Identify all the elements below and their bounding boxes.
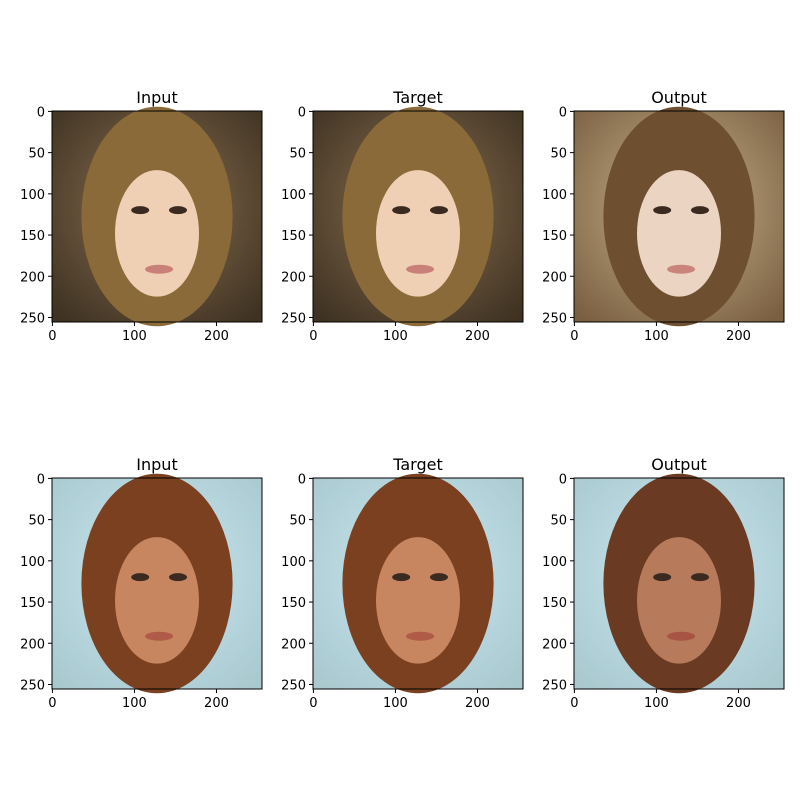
- x-tick-label: 200: [204, 696, 229, 711]
- x-tick-label: 100: [122, 696, 147, 711]
- image: [52, 106, 262, 327]
- axes-frame: [312, 477, 524, 690]
- image-lips: [145, 631, 174, 641]
- y-tick-label: 250: [281, 311, 306, 326]
- image-eye: [131, 206, 150, 215]
- image-lips: [406, 264, 435, 274]
- image-lips: [667, 631, 696, 641]
- x-tick-label: 0: [48, 329, 56, 344]
- axes-frame: [51, 477, 263, 690]
- axes-title: Target: [392, 88, 443, 107]
- x-tick-label: 200: [204, 329, 229, 344]
- y-tick-label: 50: [550, 514, 567, 529]
- image-eye: [691, 573, 709, 582]
- image-eye: [653, 206, 672, 215]
- x-tick-label: 0: [570, 329, 578, 344]
- image: [574, 106, 784, 327]
- y-tick-label: 150: [542, 596, 567, 611]
- y-tick-label: 50: [289, 514, 306, 529]
- y-tick-label: 200: [20, 637, 45, 652]
- axes-frame: [312, 110, 524, 323]
- y-tick-label: 0: [298, 472, 306, 487]
- image: [313, 473, 523, 694]
- image-lips: [667, 264, 696, 274]
- y-tick-label: 0: [298, 105, 306, 120]
- y-tick-label: 100: [542, 188, 567, 203]
- axes-title: Input: [136, 88, 177, 107]
- x-tick-label: 100: [383, 696, 408, 711]
- y-tick-label: 150: [281, 229, 306, 244]
- x-tick-label: 100: [122, 329, 147, 344]
- y-tick-label: 250: [20, 678, 45, 693]
- image-eye: [392, 573, 411, 582]
- y-tick-label: 200: [281, 270, 306, 285]
- y-tick-label: 100: [542, 555, 567, 570]
- axes-title: Target: [392, 455, 443, 474]
- image-eye: [430, 573, 448, 582]
- axes-frame: [573, 477, 785, 690]
- x-tick-label: 0: [48, 696, 56, 711]
- image-eye: [169, 206, 187, 215]
- x-tick-label: 200: [726, 329, 751, 344]
- image-eye: [392, 206, 411, 215]
- axes-title: Output: [651, 455, 707, 474]
- y-tick-label: 250: [542, 678, 567, 693]
- image-eye: [430, 206, 448, 215]
- image-eye: [691, 206, 709, 215]
- y-tick-label: 200: [20, 270, 45, 285]
- y-tick-label: 250: [542, 311, 567, 326]
- image: [52, 473, 262, 694]
- y-tick-label: 50: [28, 514, 45, 529]
- y-tick-label: 200: [542, 637, 567, 652]
- axes-title: Output: [651, 88, 707, 107]
- y-tick-label: 150: [542, 229, 567, 244]
- y-tick-label: 250: [281, 678, 306, 693]
- y-tick-label: 250: [20, 311, 45, 326]
- image-eye: [169, 573, 187, 582]
- image-face: [376, 537, 460, 664]
- axes-frame: [51, 110, 263, 323]
- x-tick-label: 0: [309, 696, 317, 711]
- x-tick-label: 200: [465, 329, 490, 344]
- image: [313, 106, 523, 327]
- y-tick-label: 50: [28, 147, 45, 162]
- y-tick-label: 0: [559, 105, 567, 120]
- x-tick-label: 0: [570, 696, 578, 711]
- image-lips: [406, 631, 435, 641]
- x-tick-label: 200: [465, 696, 490, 711]
- y-tick-label: 200: [542, 270, 567, 285]
- image-lips: [145, 264, 174, 274]
- y-tick-label: 100: [20, 188, 45, 203]
- y-tick-label: 0: [559, 472, 567, 487]
- image-face: [115, 537, 199, 664]
- y-tick-label: 150: [20, 596, 45, 611]
- y-tick-label: 100: [281, 555, 306, 570]
- x-tick-label: 100: [644, 329, 669, 344]
- image-eye: [131, 573, 150, 582]
- image-face: [637, 170, 721, 297]
- x-tick-label: 100: [644, 696, 669, 711]
- y-tick-label: 50: [550, 147, 567, 162]
- y-tick-label: 200: [281, 637, 306, 652]
- image: [574, 473, 784, 694]
- x-tick-label: 0: [309, 329, 317, 344]
- axes-frame: [573, 110, 785, 323]
- image-face: [115, 170, 199, 297]
- y-tick-label: 0: [37, 472, 45, 487]
- image-face: [637, 537, 721, 664]
- x-tick-label: 200: [726, 696, 751, 711]
- x-tick-label: 100: [383, 329, 408, 344]
- axes-title: Input: [136, 455, 177, 474]
- y-tick-label: 150: [281, 596, 306, 611]
- y-tick-label: 100: [281, 188, 306, 203]
- y-tick-label: 150: [20, 229, 45, 244]
- image-eye: [653, 573, 672, 582]
- y-tick-label: 100: [20, 555, 45, 570]
- y-tick-label: 50: [289, 147, 306, 162]
- y-tick-label: 0: [37, 105, 45, 120]
- image-face: [376, 170, 460, 297]
